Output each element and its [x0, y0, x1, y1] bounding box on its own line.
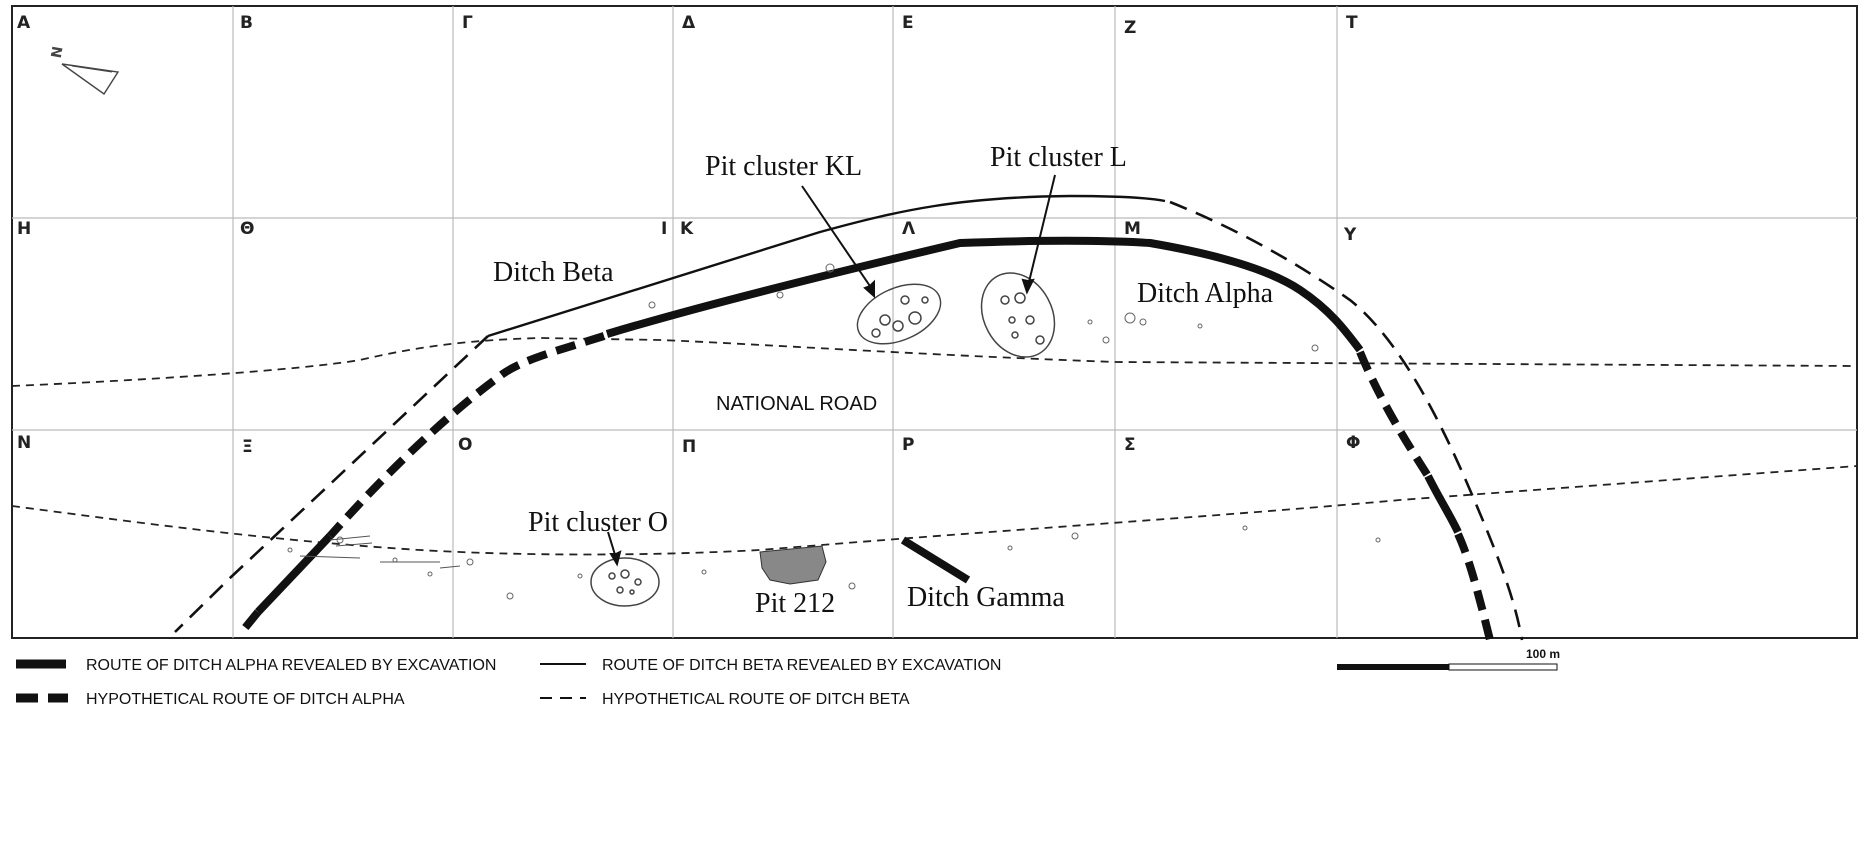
ditch-alpha-excavated-route-north — [605, 236, 1364, 353]
legend-label-beta-hypothetical: HYPOTHETICAL ROUTE OF DITCH BETA — [602, 691, 910, 708]
arrow-pit-cluster-kl — [801, 185, 875, 293]
label-pit-212: Pit 212 — [755, 588, 835, 619]
grid-labels-row-3: N Ξ O Π P Σ Φ — [17, 433, 1360, 457]
pit-cluster-l-outline — [980, 272, 1056, 358]
ditch-alpha-hypothetical-route-northwest — [327, 332, 606, 539]
ditch-beta-excavated-route — [487, 194, 1166, 338]
north-arrow-letter: N — [49, 45, 67, 59]
ditch-gamma-route — [900, 536, 971, 584]
grid-label-gamma: Γ — [462, 13, 473, 33]
hatched-features — [299, 535, 461, 569]
north-arrow-icon: N — [49, 45, 120, 95]
label-ditch-gamma: Ditch Gamma — [907, 582, 1065, 613]
callout-arrows — [607, 174, 1056, 567]
legend-item-beta-hypothetical: HYPOTHETICAL ROUTE OF DITCH BETA — [540, 691, 910, 708]
legend-item-beta-excavated: ROUTE OF DITCH BETA REVEALED BY EXCAVATI… — [540, 657, 1001, 674]
grid-label-xi: Ξ — [242, 437, 253, 457]
ditch-beta-hypothetical-route-west — [174, 335, 489, 633]
grid-label-t: T — [1346, 13, 1358, 33]
legend-item-alpha-excavated: ROUTE OF DITCH ALPHA REVEALED BY EXCAVAT… — [16, 657, 496, 674]
grid-labels-row-2: H Θ I K Λ M Y — [17, 219, 1357, 245]
grid-label-rho: P — [902, 435, 914, 455]
grid-label-lambda: Λ — [902, 219, 916, 239]
grid-label-sigma: Σ — [1124, 435, 1136, 455]
grid-label-phi: Φ — [1346, 433, 1360, 453]
grid-label-h: H — [17, 219, 31, 239]
pit-212-feature — [759, 545, 827, 585]
grid-label-e: E — [902, 13, 914, 33]
grid-label-theta: Θ — [240, 219, 254, 239]
legend-item-alpha-hypothetical: HYPOTHETICAL ROUTE OF DITCH ALPHA — [16, 691, 405, 708]
grid-label-a: A — [17, 13, 31, 33]
scale-bar-label: 100 m — [1526, 647, 1560, 661]
ditch-alpha-hypothetical-route-southwest — [236, 609, 262, 637]
legend-label-alpha-excavated: ROUTE OF DITCH ALPHA REVEALED BY EXCAVAT… — [86, 657, 496, 674]
grid-label-b: B — [240, 13, 253, 33]
label-ditch-beta: Ditch Beta — [493, 257, 614, 288]
grid-label-delta: Δ — [682, 13, 696, 33]
grid-label-pi: Π — [682, 437, 696, 457]
map-frame — [11, 5, 1858, 639]
legend: ROUTE OF DITCH ALPHA REVEALED BY EXCAVAT… — [16, 657, 1001, 708]
ditch-alpha-excavated-route-east — [1424, 474, 1462, 534]
pit-cluster-kl-outline — [856, 283, 942, 345]
grid-label-o: O — [458, 435, 472, 455]
grid-label-n: N — [17, 433, 31, 453]
ditch-alpha-excavated-route-west — [255, 533, 333, 615]
legend-label-alpha-hypothetical: HYPOTHETICAL ROUTE OF DITCH ALPHA — [86, 691, 405, 708]
pit-cluster-o-outline — [590, 557, 660, 607]
label-pit-cluster-kl: Pit cluster KL — [705, 151, 862, 182]
ditch-alpha-hypothetical-route-southeast — [1454, 532, 1494, 641]
label-ditch-alpha: Ditch Alpha — [1137, 278, 1274, 309]
grid-labels-row-1: A B Γ Δ E Z T — [17, 13, 1358, 38]
arrow-pit-cluster-l — [1027, 174, 1056, 287]
grid-label-m: M — [1124, 219, 1141, 239]
national-road — [11, 337, 1858, 556]
ditch-beta-hypothetical-route-north — [1169, 200, 1524, 641]
label-pit-cluster-l: Pit cluster L — [990, 142, 1127, 173]
grid-label-y: Y — [1343, 225, 1357, 245]
label-pit-cluster-o: Pit cluster O — [528, 507, 668, 538]
road-edge-south — [11, 465, 1858, 556]
grid-label-k: K — [680, 219, 694, 239]
road-edge-north — [11, 337, 1858, 387]
label-national-road: NATIONAL ROAD — [716, 393, 877, 415]
minor-features — [287, 263, 1381, 600]
legend-label-beta-excavated: ROUTE OF DITCH BETA REVEALED BY EXCAVATI… — [602, 657, 1001, 674]
grid-label-i: I — [661, 219, 667, 239]
ditch-alpha-hypothetical-route-east — [1356, 350, 1432, 479]
grid-label-z: Z — [1124, 18, 1136, 38]
scale-bar: 100 m — [1337, 647, 1560, 671]
